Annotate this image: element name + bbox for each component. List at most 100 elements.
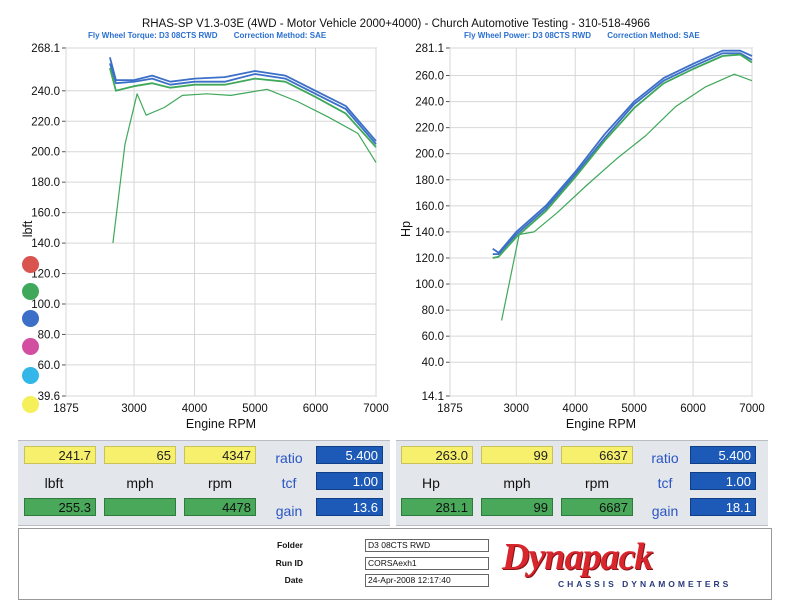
x-tick-label: 3000 — [503, 403, 529, 415]
y-axis-label: Hp — [399, 221, 413, 237]
date-label: Date — [284, 575, 303, 585]
series-line-green — [501, 73, 753, 321]
y-tick-label: 268.1 — [31, 43, 60, 55]
power-tcf-label: tcf — [657, 475, 673, 491]
torque-rpm-value: 4347 — [184, 446, 256, 464]
ratio-label: ratio — [275, 450, 303, 466]
y-tick-label: 14.1 — [422, 391, 444, 403]
power-chart-svg: 281.1 260.0 240.0 220.0 200.0 180.0 160.0 140.0… — [399, 43, 765, 431]
plot-area — [65, 47, 377, 397]
peak-power-rpm-value: 6687 — [561, 498, 633, 516]
x-tick-label: 6000 — [303, 403, 329, 415]
y-tick-label: 240.0 — [415, 97, 444, 109]
power-gain-label: gain — [651, 503, 679, 519]
ratio-value: 5.400 — [316, 446, 383, 464]
peak-power-value: 281.1 — [401, 498, 473, 516]
peak-torque-rpm-value: 4478 — [184, 498, 256, 516]
peak-torque-mph-value — [104, 498, 176, 516]
series-line-green — [112, 88, 377, 244]
folder-value: D3 08CTS RWD — [365, 539, 489, 552]
y-tick-label: 160.0 — [415, 201, 444, 213]
y-tick-label: 180.0 — [31, 177, 60, 189]
tcf-value: 1.00 — [316, 472, 383, 490]
x-axis-label: Engine RPM — [566, 417, 636, 431]
y-tick-label: 240.0 — [31, 86, 60, 98]
peak-power-mph-value: 99 — [481, 498, 553, 516]
logo-brand: Dynapack — [502, 536, 653, 578]
red-series-toggle[interactable] — [22, 256, 39, 273]
y-tick-label: 220.0 — [31, 116, 60, 128]
hp-label: Hp — [422, 475, 440, 491]
series-line-green — [109, 67, 377, 148]
y-tick-label: 140.0 — [415, 227, 444, 239]
plot-area — [449, 47, 753, 397]
rpm-label: rpm — [207, 475, 233, 491]
report-title: RHAS-SP V1.3-03E (4WD - Motor Vehicle 20… — [141, 18, 651, 30]
y-tick-label: 120.0 — [415, 253, 444, 265]
cyan-series-toggle[interactable] — [22, 367, 39, 384]
y-tick-label: 80.0 — [38, 329, 60, 341]
peak-torque-value: 255.3 — [24, 498, 96, 516]
y-tick-label: 260.0 — [415, 71, 444, 83]
power-rpm-label: rpm — [584, 475, 610, 491]
power-data-panel: 263.0 99 6637 Hp mph rpm 281.1 99 6687 r… — [396, 440, 768, 526]
power-mph-label: mph — [503, 475, 531, 491]
torque-header: Fly Wheel Torque: D3 08CTS RWD Correctio… — [88, 31, 340, 40]
x-tick-label: 6000 — [680, 403, 706, 415]
y-tick-label: 140.0 — [31, 238, 60, 250]
torque-chart-svg: 268.1 240.0 220.0 200.0 180.0 160.0 140.0 120.0… — [21, 43, 389, 431]
x-tick-label: 7000 — [363, 403, 389, 415]
x-tick-label: 3000 — [121, 403, 147, 415]
y-tick-label: 220.0 — [415, 123, 444, 135]
power-header: Fly Wheel Power: D3 08CTS RWD Correction… — [464, 31, 714, 40]
x-tick-label: 5000 — [621, 403, 647, 415]
gain-value: 13.6 — [316, 498, 383, 516]
torque-header-name: Fly Wheel Torque: D3 08CTS RWD — [88, 31, 218, 40]
power-ratio-label: ratio — [651, 450, 679, 466]
series-line-blue — [109, 63, 377, 145]
tcf-label: tcf — [281, 475, 297, 491]
torque-header-correction: Correction Method: SAE — [233, 31, 327, 40]
x-tick-label: 4000 — [562, 403, 588, 415]
y-tick-label: 80.0 — [422, 305, 444, 317]
x-tick-label: 4000 — [182, 403, 208, 415]
y-axis-label: lbft — [21, 220, 35, 237]
green-series-toggle[interactable] — [22, 283, 39, 300]
x-tick-label: 5000 — [242, 403, 268, 415]
logo-tagline: CHASSIS DYNAMOMETERS — [558, 579, 732, 589]
y-tick-label: 180.0 — [415, 175, 444, 187]
run-id-label: Run ID — [275, 558, 303, 568]
y-tick-label: 160.0 — [31, 208, 60, 220]
run-id-value: CORSAexh1 — [365, 557, 489, 570]
power-rpm-value: 6637 — [561, 446, 633, 464]
magenta-series-toggle[interactable] — [22, 338, 39, 355]
torque-chart: 268.1 240.0 220.0 200.0 180.0 160.0 140.0 120.0… — [18, 40, 390, 436]
power-header-name: Fly Wheel Power: D3 08CTS RWD — [464, 31, 591, 40]
gain-label: gain — [275, 503, 303, 519]
torque-data-panel: 241.7 65 4347 lbft mph rpm 255.3 4478 ra… — [18, 440, 390, 526]
lbft-label: lbft — [44, 475, 64, 491]
torque-mph-value: 65 — [104, 446, 176, 464]
x-axis-label: Engine RPM — [186, 417, 256, 431]
torque-value: 241.7 — [24, 446, 96, 464]
series-line-blue — [492, 49, 753, 254]
y-tick-label: 120.0 — [31, 269, 60, 281]
y-tick-label: 100.0 — [415, 279, 444, 291]
series-line-blue — [109, 57, 377, 142]
series-line-green — [492, 53, 753, 259]
x-tick-label: 1875 — [53, 403, 79, 415]
power-chart: 281.1 260.0 240.0 220.0 200.0 180.0 160.0 140.0… — [396, 40, 772, 436]
x-tick-label: 1875 — [437, 403, 463, 415]
mph-label: mph — [126, 475, 154, 491]
power-header-correction: Correction Method: SAE — [607, 31, 700, 40]
yellow-series-toggle[interactable] — [22, 396, 39, 413]
y-tick-label: 200.0 — [415, 149, 444, 161]
power-ratio-value: 5.400 — [690, 446, 756, 464]
y-tick-label: 60.0 — [38, 360, 60, 372]
series-line-blue — [492, 52, 753, 256]
y-tick-label: 40.0 — [422, 357, 444, 369]
blue-series-toggle[interactable] — [22, 310, 39, 327]
y-tick-label: 100.0 — [31, 299, 60, 311]
x-tick-label: 7000 — [739, 403, 765, 415]
